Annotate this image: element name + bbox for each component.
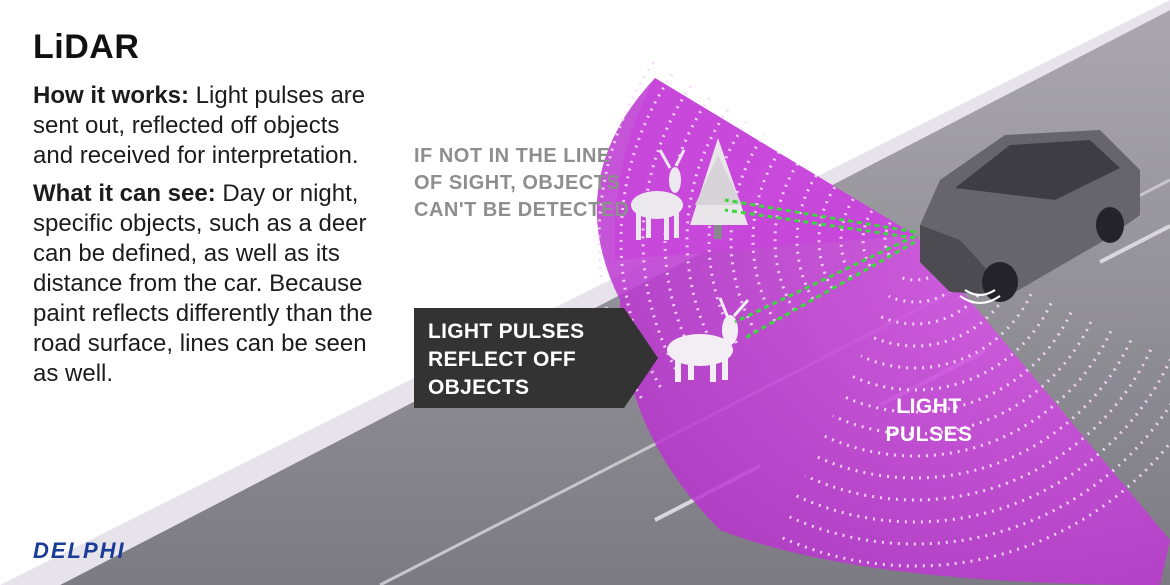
- car-icon: [920, 130, 1140, 304]
- how-it-works-heading: How it works:: [33, 82, 190, 109]
- what-it-can-see-heading: What it can see:: [33, 180, 216, 207]
- pulse-arc: [685, 108, 730, 355]
- delphi-logo: DELPHI: [33, 538, 126, 563]
- line-of-sight-label: IF NOT IN THE LINE OF SIGHT, OBJECTS CAN…: [414, 145, 630, 221]
- deer-icon: [667, 297, 750, 382]
- what-it-can-see-body: Day or night, specific objects, such as …: [33, 180, 373, 387]
- pulse-arc: [888, 265, 973, 304]
- callout-box: LIGHT PULSES REFLECT OFF OBJECTS: [414, 308, 624, 408]
- pulse-arc: [795, 171, 820, 300]
- callout-label: LIGHT PULSES REFLECT OFF OBJECTS: [428, 320, 585, 399]
- reflection-lines: [724, 198, 916, 340]
- how-it-works-paragraph: How it works: Light pulses are sent out,…: [33, 81, 378, 171]
- callout-arrow: [624, 308, 658, 408]
- info-panel: LiDAR How it works: Light pulses are sen…: [33, 28, 378, 397]
- pulse-arc: [850, 302, 1053, 392]
- pulse-arc: [832, 321, 1093, 436]
- light-pulses-label: LIGHT PULSES: [885, 395, 973, 446]
- pulse-arc: [795, 358, 1170, 524]
- pulse-arc: [729, 133, 766, 333]
- pulse-arc: [641, 83, 694, 377]
- pulse-arc: [883, 221, 892, 256]
- how-it-works-body: Light pulses are sent out, reflected off…: [33, 82, 366, 169]
- pulse-arc: [869, 284, 1013, 348]
- page-title: LiDAR: [33, 28, 140, 66]
- tree-icon: [690, 138, 748, 239]
- hidden-deer-icon: [631, 149, 686, 240]
- lane-marking: [1099, 224, 1170, 264]
- pulse-arc: [841, 312, 1073, 414]
- pulse-arcs: [597, 57, 1170, 568]
- what-it-can-see-paragraph: What it can see: Day or night, specific …: [33, 179, 378, 389]
- pulse-arc: [823, 330, 1113, 458]
